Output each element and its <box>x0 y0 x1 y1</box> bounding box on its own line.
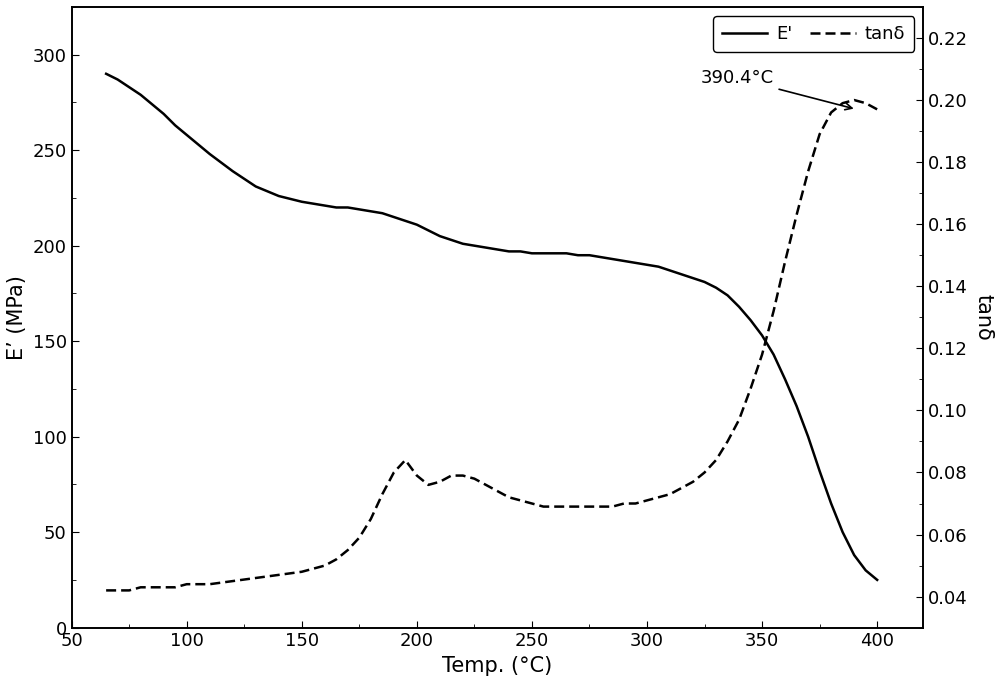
tanδ <box>514 497 526 505</box>
Text: 390.4°C: 390.4°C <box>700 69 852 110</box>
E' <box>376 209 388 217</box>
E' <box>860 566 872 574</box>
E' <box>353 206 365 214</box>
tanδ <box>653 493 665 501</box>
Y-axis label: E’ (MPa): E’ (MPa) <box>7 275 27 360</box>
tanδ <box>860 99 872 107</box>
tanδ <box>871 105 883 113</box>
E' <box>514 247 526 255</box>
Line: tanδ: tanδ <box>106 100 877 590</box>
Line: E': E' <box>106 74 877 580</box>
Legend: E', tanδ: E', tanδ <box>713 16 914 52</box>
E' <box>100 70 112 78</box>
E' <box>653 262 665 270</box>
tanδ <box>100 586 112 594</box>
E' <box>871 576 883 584</box>
tanδ <box>376 490 388 499</box>
tanδ <box>848 96 860 104</box>
tanδ <box>491 487 503 495</box>
E' <box>491 245 503 253</box>
Y-axis label: tanδ: tanδ <box>973 294 993 341</box>
tanδ <box>353 533 365 542</box>
X-axis label: Temp. (°C): Temp. (°C) <box>442 656 553 676</box>
